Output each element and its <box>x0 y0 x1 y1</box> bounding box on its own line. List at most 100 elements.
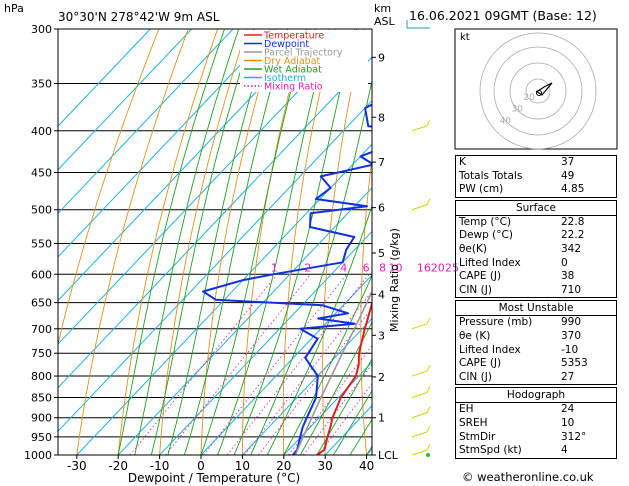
index-row: Dewp (°C) 22.2 <box>459 229 585 242</box>
mixing-ratio-label: 2 <box>304 261 311 274</box>
index-row: θe(K) 342 <box>459 242 582 255</box>
indices-panel: K 37 Totals Totals 49 PW (cm) 4.85 Surface … <box>455 155 617 461</box>
pressure-tick-label: 650 <box>31 297 52 310</box>
legend-label: Dry Adiabat <box>264 56 321 67</box>
isotherm-line <box>58 29 275 258</box>
wind-barb <box>411 125 428 132</box>
index-row: Totals Totals 49 <box>459 169 575 182</box>
plot-area <box>58 29 453 455</box>
x-tick-label: 40 <box>359 459 374 473</box>
wet-adiabat-line <box>333 389 372 455</box>
hodograph-ring <box>509 62 567 120</box>
mixing-ratio-line <box>318 382 372 455</box>
pressure-tick-label: 500 <box>31 204 52 217</box>
legend-label: Dewpoint <box>264 39 309 50</box>
legend-label: Isotherm <box>264 73 306 84</box>
wet-adiabat-line <box>299 321 372 455</box>
wet-adiabat-line <box>167 29 271 455</box>
wind-barb <box>411 431 428 438</box>
height-tick-label: 6 <box>378 202 385 215</box>
isotherm-line <box>242 317 372 455</box>
axes: 3003504004505005506006507007508008509009… <box>24 23 459 473</box>
hodograph-ring <box>493 46 583 136</box>
wind-barb <box>426 198 431 205</box>
wet-adiabat-line <box>117 29 225 455</box>
wind-barb <box>426 119 431 127</box>
pressure-tick-label: 600 <box>31 268 52 281</box>
wind-surface-marker <box>426 453 430 457</box>
isotherm-line <box>58 29 317 302</box>
wind-barb <box>411 392 428 398</box>
pressure-tick-label: 450 <box>31 166 52 179</box>
dry-adiabat-line <box>360 155 372 455</box>
pressure-tick-label: 750 <box>31 347 52 360</box>
pressure-unit-label: hPa <box>4 2 24 15</box>
pressure-tick-label: 800 <box>31 370 52 383</box>
wind-barb <box>426 406 431 413</box>
datetime-label: 16.06.2021 09GMT (Base: 12) <box>409 8 597 23</box>
isotherm-line <box>58 29 234 215</box>
dry-adiabat-line <box>282 29 336 455</box>
mixing-ratio-line <box>244 290 372 455</box>
wet-adiabat-line <box>183 29 289 455</box>
mixing-ratio-label: 8 <box>379 261 386 274</box>
series-line-temperature <box>316 300 372 455</box>
wind-barb <box>426 386 431 393</box>
series-line-parcel-trajectory <box>294 289 372 455</box>
dry-adiabat-line <box>322 29 365 455</box>
hodograph-ring-label: 30 <box>512 105 524 115</box>
x-tick-label: -10 <box>150 459 170 473</box>
dry-adiabat-line <box>434 29 453 455</box>
height-tick-label: 1 <box>378 412 385 425</box>
pressure-tick-label: 300 <box>31 23 52 36</box>
pressure-tick-label: 700 <box>31 323 52 336</box>
index-row: PW (cm) 4.85 <box>459 183 585 196</box>
wind-barb <box>411 370 428 377</box>
x-tick-label: 20 <box>276 459 291 473</box>
surface-box: Surface Temp (°C) 22.8 Dewp (°C) 22.2 θe(K) 3… <box>455 199 617 299</box>
hodograph-title: Hodograph <box>456 388 616 404</box>
indices-basic-box: K 37 Totals Totals 49 PW (cm) 4.85 <box>455 155 617 198</box>
index-row: Pressure (mb) 990 <box>459 316 582 329</box>
index-row: StmDir 312° <box>459 430 587 443</box>
index-row: CIN (J) 27 <box>459 370 575 383</box>
pressure-tick-label: 400 <box>31 125 52 138</box>
legend-label: Wet Adiabat <box>264 65 322 76</box>
index-row: CAPE (J) 5353 <box>459 357 588 370</box>
mixing-ratio-line <box>203 274 348 455</box>
hodograph-ring <box>479 32 597 150</box>
isotherm-line <box>76 143 372 455</box>
dry-adiabat-line <box>200 29 277 455</box>
mixing-ratio-axis-title: Mixing Ratio (g/kg) <box>388 228 401 332</box>
index-row: CIN (J) 710 <box>459 283 582 296</box>
dry-adiabat-line <box>76 29 189 455</box>
isotherm-line <box>200 274 372 455</box>
dry-adiabat-line <box>159 29 248 455</box>
series-line-dewpoint <box>202 103 372 455</box>
wind-barb <box>426 425 431 433</box>
wind-barb <box>426 317 431 325</box>
height-tick-label: 3 <box>378 329 385 342</box>
height-tick-label: 8 <box>378 111 385 124</box>
hodograph-ring-label: 20 <box>523 93 535 103</box>
hodograph-ring <box>525 78 551 104</box>
mixing-ratio-label: 4 <box>340 261 347 274</box>
pressure-tick-label: 1000 <box>24 449 52 462</box>
x-axis-title: Dewpoint / Temperature (°C) <box>128 471 300 485</box>
x-tick-label: 30 <box>318 459 333 473</box>
wind-barb <box>411 449 428 456</box>
dry-adiabat-line <box>117 29 219 455</box>
index-row: θe (K) 370 <box>459 329 582 342</box>
height-unit-label: km <box>374 2 391 15</box>
pressure-tick-label: 900 <box>31 412 52 425</box>
location-label: 30°30'N 278°42'W 9m ASL <box>58 10 220 24</box>
mixing-ratio-label: 6 <box>363 261 370 274</box>
height-tick-label: 4 <box>378 288 385 301</box>
wet-adiabat-line <box>150 29 255 455</box>
index-row: SREH 10 <box>459 416 575 429</box>
mixing-ratio-label: 10 <box>388 261 402 274</box>
height-tick-label: 7 <box>378 156 385 169</box>
